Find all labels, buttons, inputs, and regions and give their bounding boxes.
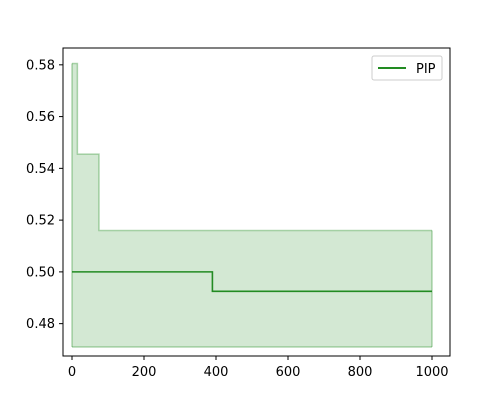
axes-frame	[62, 47, 451, 357]
y-tick-label: 0.56	[26, 110, 55, 125]
x-tick-label: 200	[132, 365, 157, 380]
legend-box	[371, 55, 443, 81]
y-tick-label: 0.50	[26, 265, 55, 280]
legend: PIP	[371, 55, 443, 81]
x-tick-label: 800	[348, 365, 373, 380]
y-tick-label: 0.58	[26, 58, 55, 73]
x-tick-label: 1000	[415, 365, 448, 380]
y-tick-label: 0.54	[26, 162, 55, 177]
band-upper-edge	[72, 62, 432, 232]
x-tick-label: 0	[68, 365, 76, 380]
x-axis: 0 200 400 600 800 1000	[68, 356, 449, 380]
x-tick-label: 600	[276, 365, 301, 380]
x-tick-label: 400	[204, 365, 229, 380]
confidence-band	[72, 63, 432, 347]
y-tick-label: 0.52	[26, 214, 55, 229]
y-tick-label: 0.48	[26, 317, 55, 332]
plot-area	[71, 62, 433, 348]
series-line-pip	[72, 271, 432, 293]
y-axis: 0.48 0.50 0.52 0.54 0.56 0.58	[26, 58, 63, 332]
legend-label-pip: PIP	[416, 62, 436, 77]
